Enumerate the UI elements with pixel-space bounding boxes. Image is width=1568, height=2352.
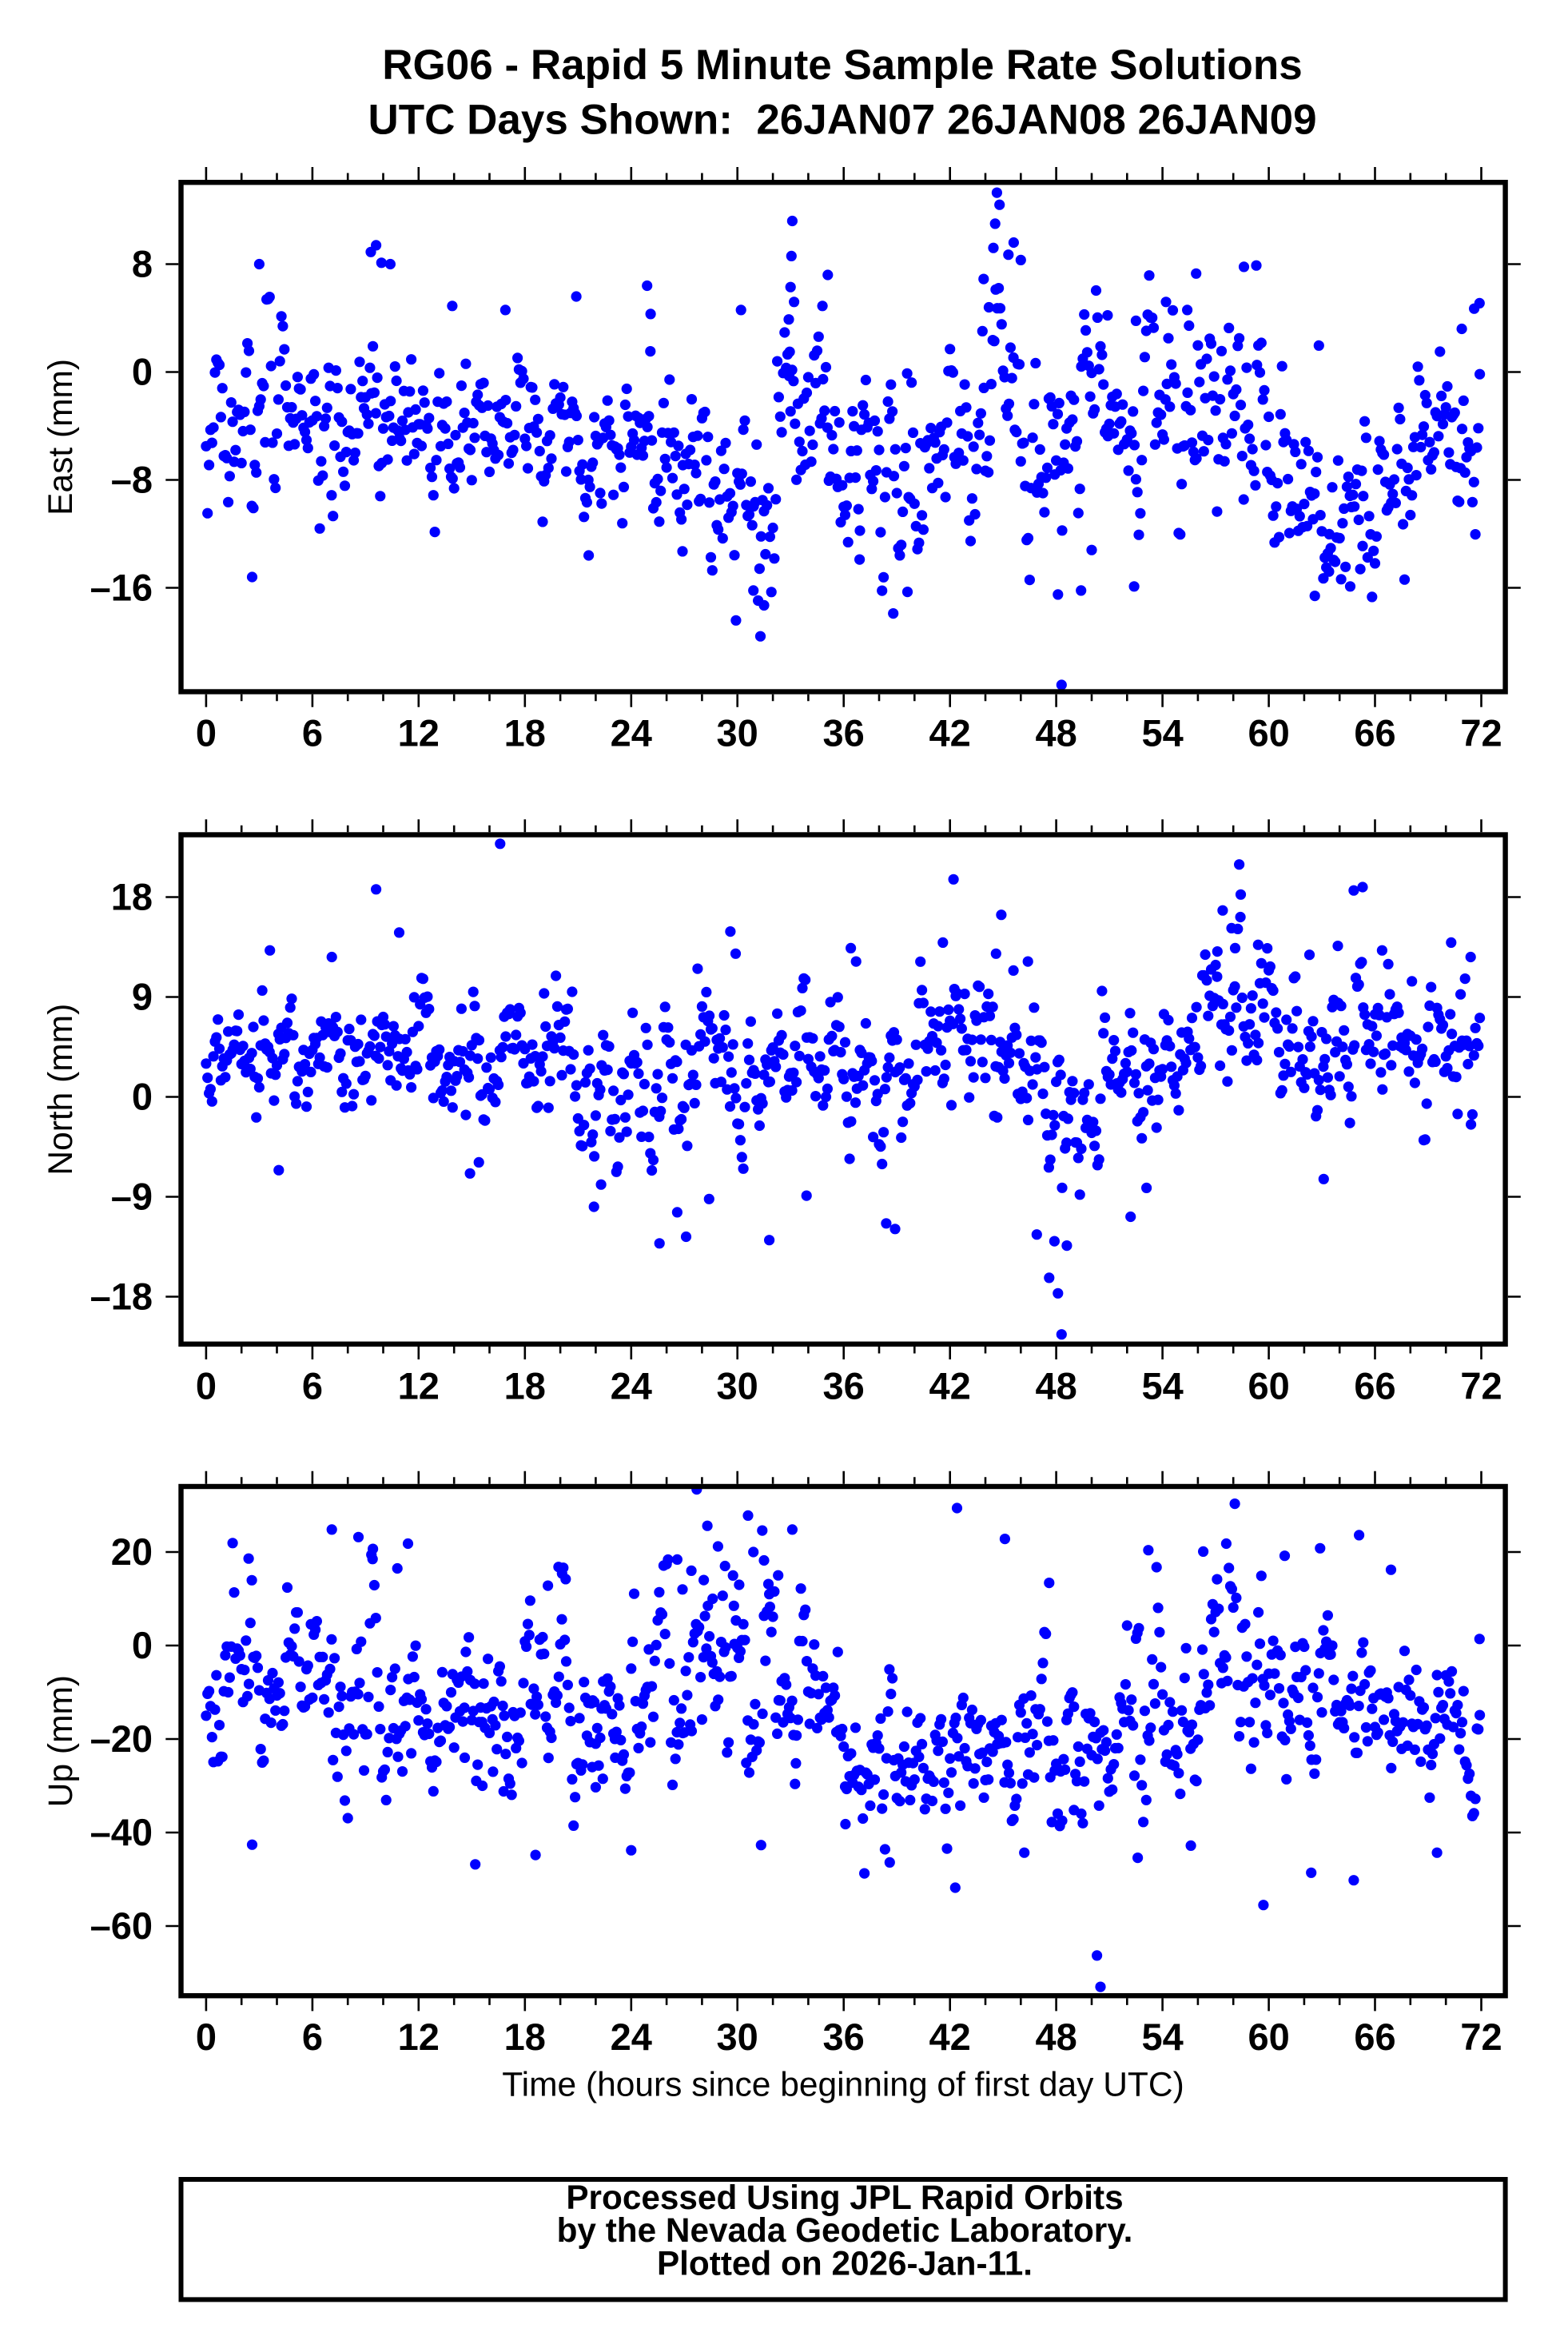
svg-text:–16: –16 xyxy=(90,567,153,609)
svg-text:0: 0 xyxy=(132,1624,153,1666)
svg-text:18: 18 xyxy=(504,2016,546,2058)
svg-text:42: 42 xyxy=(929,1364,971,1407)
svg-text:66: 66 xyxy=(1354,1364,1395,1407)
svg-text:42: 42 xyxy=(929,2016,971,2058)
svg-text:36: 36 xyxy=(823,711,865,754)
svg-text:6: 6 xyxy=(302,711,323,754)
svg-text:East (mm): East (mm) xyxy=(42,359,80,515)
svg-text:Time (hours since beginning of: Time (hours since beginning of first day… xyxy=(502,2067,1184,2104)
svg-text:30: 30 xyxy=(717,2016,758,2058)
svg-text:66: 66 xyxy=(1354,2016,1395,2058)
svg-text:54: 54 xyxy=(1141,1364,1183,1407)
svg-text:60: 60 xyxy=(1248,2016,1289,2058)
svg-text:Up (mm): Up (mm) xyxy=(42,1675,80,1807)
svg-text:24: 24 xyxy=(611,2016,652,2058)
svg-text:UTC Days Shown: 26JAN07 26JAN: UTC Days Shown: 26JAN07 26JAN08 26JAN09 xyxy=(368,97,1316,144)
svg-text:42: 42 xyxy=(929,711,971,754)
svg-text:0: 0 xyxy=(132,1076,153,1118)
svg-text:48: 48 xyxy=(1035,711,1077,754)
svg-text:18: 18 xyxy=(504,1364,546,1407)
svg-text:Processed Using JPL Rapid Orbi: Processed Using JPL Rapid Orbits xyxy=(566,2179,1123,2216)
svg-text:0: 0 xyxy=(132,351,153,393)
svg-text:54: 54 xyxy=(1141,2016,1183,2058)
svg-text:–20: –20 xyxy=(90,1717,153,1760)
svg-text:72: 72 xyxy=(1460,1364,1502,1407)
svg-text:18: 18 xyxy=(504,711,546,754)
svg-text:8: 8 xyxy=(132,243,153,285)
svg-text:48: 48 xyxy=(1035,1364,1077,1407)
svg-text:9: 9 xyxy=(132,976,153,1018)
svg-text:24: 24 xyxy=(611,711,652,754)
svg-text:60: 60 xyxy=(1248,1364,1289,1407)
svg-text:–40: –40 xyxy=(90,1811,153,1853)
svg-text:0: 0 xyxy=(196,1364,217,1407)
svg-text:Plotted on 2026-Jan-11.: Plotted on 2026-Jan-11. xyxy=(657,2245,1033,2282)
svg-text:18: 18 xyxy=(111,876,153,918)
svg-text:66: 66 xyxy=(1354,711,1395,754)
svg-text:48: 48 xyxy=(1035,2016,1077,2058)
svg-text:30: 30 xyxy=(717,711,758,754)
svg-text:–18: –18 xyxy=(90,1275,153,1318)
svg-text:30: 30 xyxy=(717,1364,758,1407)
svg-text:72: 72 xyxy=(1460,2016,1502,2058)
svg-text:RG06 - Rapid 5 Minute Sample R: RG06 - Rapid 5 Minute Sample Rate Soluti… xyxy=(382,42,1302,89)
svg-text:12: 12 xyxy=(398,1364,440,1407)
svg-text:0: 0 xyxy=(196,711,217,754)
svg-text:6: 6 xyxy=(302,2016,323,2058)
svg-text:12: 12 xyxy=(398,2016,440,2058)
svg-text:54: 54 xyxy=(1141,711,1183,754)
svg-text:36: 36 xyxy=(823,1364,865,1407)
svg-text:20: 20 xyxy=(111,1530,153,1573)
svg-text:24: 24 xyxy=(611,1364,652,1407)
svg-text:60: 60 xyxy=(1248,711,1289,754)
svg-text:72: 72 xyxy=(1460,711,1502,754)
svg-text:–60: –60 xyxy=(90,1904,153,1947)
svg-text:0: 0 xyxy=(196,2016,217,2058)
svg-text:–9: –9 xyxy=(111,1176,153,1218)
svg-text:36: 36 xyxy=(823,2016,865,2058)
svg-text:6: 6 xyxy=(302,1364,323,1407)
svg-text:by the Nevada Geodetic Laborat: by the Nevada Geodetic Laboratory. xyxy=(557,2211,1133,2249)
svg-text:North (mm): North (mm) xyxy=(42,1004,80,1176)
svg-text:–8: –8 xyxy=(111,459,153,501)
svg-text:12: 12 xyxy=(398,711,440,754)
